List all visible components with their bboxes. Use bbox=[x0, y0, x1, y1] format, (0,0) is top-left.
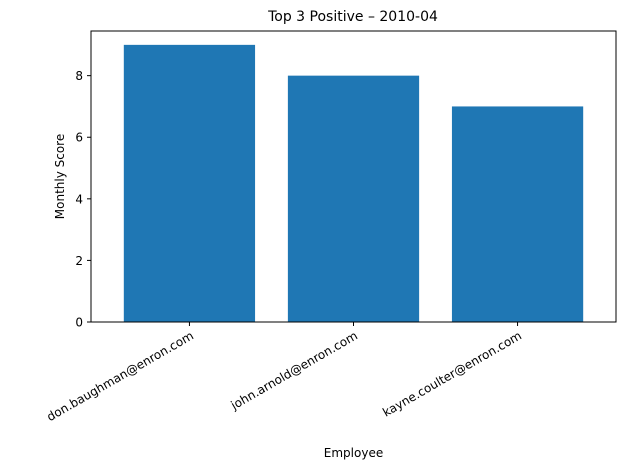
x-axis-label: Employee bbox=[324, 446, 383, 460]
y-tick-label-0: 0 bbox=[75, 316, 83, 330]
y-axis-ticks: 0 2 4 6 8 bbox=[75, 69, 91, 330]
plot-frame bbox=[90, 30, 617, 323]
y-tick-label-3: 6 bbox=[75, 131, 83, 145]
bar-0 bbox=[123, 44, 256, 323]
y-axis-label: Monthly Score bbox=[53, 134, 67, 219]
chart-title: Top 3 Positive – 2010-04 bbox=[267, 9, 438, 25]
y-tick-label-2: 4 bbox=[75, 192, 83, 206]
y-tick-label-4: 8 bbox=[75, 69, 83, 83]
y-tick-label-1: 2 bbox=[75, 254, 83, 268]
bar-group bbox=[123, 44, 584, 323]
bar-2 bbox=[451, 106, 584, 322]
bar-1 bbox=[287, 75, 420, 323]
